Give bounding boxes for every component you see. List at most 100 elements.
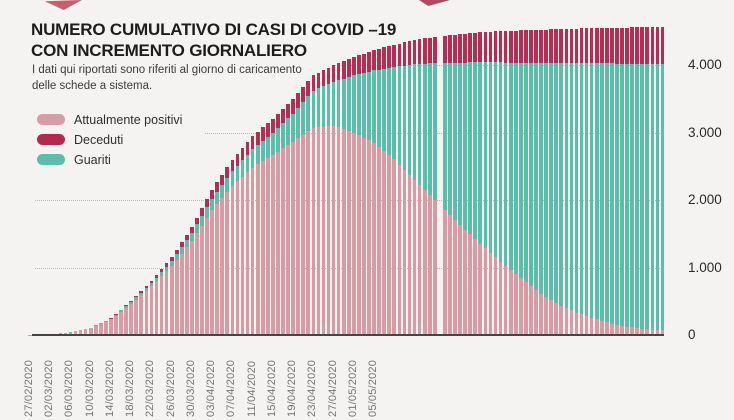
stacked-bar — [98, 322, 103, 335]
seg-positivi — [483, 248, 488, 335]
y-tick-label-3.000: 3.000 — [688, 124, 722, 140]
seg-positivi — [114, 315, 118, 335]
seg-deceduti — [518, 30, 523, 63]
seg-guariti — [190, 233, 194, 242]
seg-deceduti — [321, 70, 326, 87]
stacked-bar — [220, 174, 225, 335]
stacked-bar — [235, 153, 240, 335]
seg-positivi — [93, 325, 98, 335]
stacked-bar — [286, 103, 290, 335]
seg-deceduti — [407, 41, 412, 65]
seg-deceduti — [271, 119, 275, 134]
seg-guariti — [200, 215, 204, 226]
seg-positivi — [569, 310, 574, 335]
seg-guariti — [458, 62, 462, 225]
stacked-bar — [190, 227, 194, 335]
seg-guariti — [589, 62, 594, 318]
stacked-bar — [544, 29, 548, 335]
seg-guariti — [443, 62, 447, 211]
seg-positivi — [215, 204, 220, 335]
seg-positivi — [311, 127, 316, 335]
page-title-line1: NUMERO CUMULATIVO DI CASI DI COVID –19 — [31, 20, 397, 39]
seg-positivi — [412, 179, 417, 335]
seg-guariti — [604, 63, 609, 323]
seg-deceduti — [326, 67, 331, 85]
seg-guariti — [245, 154, 250, 173]
stacked-bar — [93, 325, 98, 335]
stacked-bar — [473, 32, 478, 335]
stacked-bar — [599, 27, 604, 335]
seg-guariti — [296, 107, 301, 139]
seg-positivi — [503, 265, 508, 335]
seg-positivi — [488, 252, 493, 335]
seg-positivi — [599, 320, 604, 335]
seg-guariti — [660, 64, 665, 331]
seg-positivi — [129, 303, 134, 335]
seg-deceduti — [615, 27, 619, 64]
seg-deceduti — [635, 27, 640, 64]
seg-positivi — [88, 328, 93, 335]
stacked-bar — [554, 29, 559, 335]
seg-positivi — [564, 307, 569, 335]
stacked-bar — [610, 27, 614, 335]
seg-deceduti — [594, 27, 599, 63]
seg-positivi — [169, 266, 174, 335]
seg-positivi — [230, 185, 235, 335]
seg-deceduti — [291, 98, 295, 114]
seg-deceduti — [448, 35, 452, 63]
seg-guariti — [630, 63, 634, 328]
seg-guariti — [534, 62, 538, 291]
stacked-bar — [453, 34, 457, 335]
seg-guariti — [427, 63, 432, 195]
seg-guariti — [407, 65, 412, 175]
stacked-bar — [73, 331, 78, 335]
seg-guariti — [149, 283, 154, 287]
seg-guariti — [134, 297, 139, 300]
seg-deceduti — [205, 199, 209, 208]
seg-deceduti — [351, 56, 356, 76]
legend-label-guariti: Guariti — [74, 152, 111, 167]
seg-guariti — [351, 75, 356, 133]
seg-guariti — [559, 62, 564, 306]
seg-positivi — [104, 321, 108, 335]
seg-positivi — [589, 317, 594, 335]
stacked-bar — [245, 141, 250, 335]
seg-guariti — [124, 306, 128, 308]
x-tick-label: 07/04/2020 — [225, 359, 238, 417]
seg-guariti — [544, 62, 548, 297]
seg-deceduti — [569, 28, 574, 63]
seg-deceduti — [164, 263, 169, 267]
seg-positivi — [625, 326, 629, 335]
decorative-triangle-left — [44, 0, 82, 10]
stacked-bar — [458, 34, 462, 335]
seg-deceduti — [513, 30, 518, 63]
seg-deceduti — [544, 29, 548, 63]
stacked-bar — [195, 217, 199, 335]
stacked-bar — [539, 29, 543, 335]
seg-guariti — [346, 76, 351, 131]
seg-deceduti — [124, 305, 128, 307]
seg-deceduti — [225, 167, 230, 178]
seg-deceduti — [159, 269, 164, 273]
stacked-bar — [620, 27, 624, 335]
seg-guariti — [478, 62, 483, 244]
seg-guariti — [594, 62, 599, 320]
seg-guariti — [372, 70, 376, 143]
seg-guariti — [468, 62, 473, 235]
seg-guariti — [98, 323, 103, 324]
seg-positivi — [518, 278, 523, 335]
seg-deceduti — [179, 242, 184, 248]
seg-positivi — [554, 303, 559, 335]
seg-deceduti — [493, 31, 498, 63]
x-tick-label: 22/03/2020 — [144, 359, 157, 417]
stacked-bar — [524, 30, 528, 335]
stacked-bar — [407, 41, 412, 335]
seg-positivi — [417, 184, 422, 335]
seg-positivi — [660, 330, 665, 335]
stacked-bar — [169, 257, 174, 335]
x-tick-label: 27/04/2020 — [326, 359, 339, 417]
seg-positivi — [225, 191, 230, 335]
stacked-bar — [179, 242, 184, 335]
seg-guariti — [503, 62, 508, 266]
